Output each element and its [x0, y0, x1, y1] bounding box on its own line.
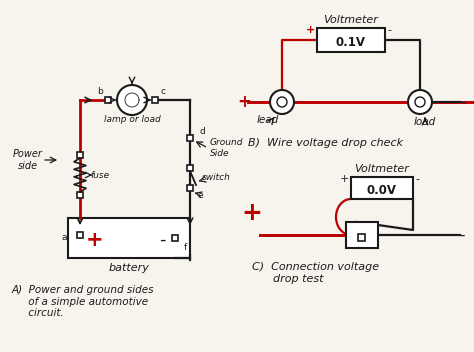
Bar [187, 165, 193, 171]
Bar [317, 28, 385, 52]
Text: c: c [161, 87, 165, 95]
Text: +: + [237, 93, 251, 111]
Text: Power
side: Power side [13, 149, 43, 171]
Circle shape [117, 85, 147, 115]
Text: 0.0V: 0.0V [367, 183, 397, 196]
Text: +: + [86, 230, 104, 250]
Text: a: a [61, 233, 67, 243]
Circle shape [408, 90, 432, 114]
Text: e: e [197, 191, 203, 201]
Text: 0.1V: 0.1V [336, 36, 366, 49]
Text: -: - [387, 25, 391, 35]
Text: +: + [242, 201, 263, 225]
Text: -: - [159, 231, 165, 249]
Text: A)  Power and ground sides
     of a simple automotive
     circuit.: A) Power and ground sides of a simple au… [12, 285, 155, 318]
Bar [68, 218, 190, 258]
Text: load: load [414, 117, 436, 127]
Bar [351, 177, 413, 199]
Bar [105, 97, 111, 103]
Circle shape [277, 97, 287, 107]
Bar [77, 192, 83, 198]
Text: -: - [459, 227, 465, 243]
Text: battery: battery [109, 263, 149, 273]
Text: Voltmeter: Voltmeter [355, 164, 410, 174]
Text: Voltmeter: Voltmeter [324, 15, 378, 25]
Bar [152, 97, 158, 103]
Text: d: d [199, 127, 205, 137]
Text: f: f [183, 244, 187, 252]
Text: +: + [340, 174, 349, 184]
Bar [358, 233, 365, 240]
Bar [172, 235, 178, 241]
Circle shape [270, 90, 294, 114]
Bar [187, 185, 193, 191]
Bar [187, 135, 193, 141]
Text: Ground
Side: Ground Side [210, 138, 244, 158]
Bar [77, 232, 83, 238]
Text: b: b [97, 87, 103, 95]
Text: lamp or load: lamp or load [104, 115, 160, 125]
Text: C)  Connection voltage
      drop test: C) Connection voltage drop test [252, 262, 379, 284]
Text: switch: switch [202, 174, 231, 182]
Text: +: + [306, 25, 315, 35]
Text: B)  Wire voltage drop check: B) Wire voltage drop check [248, 138, 403, 148]
Text: -: - [460, 94, 466, 109]
Circle shape [415, 97, 425, 107]
Text: -: - [415, 174, 419, 184]
Bar [77, 152, 83, 158]
Bar [346, 222, 378, 248]
Text: lead: lead [257, 115, 279, 125]
Text: fuse: fuse [91, 170, 109, 180]
